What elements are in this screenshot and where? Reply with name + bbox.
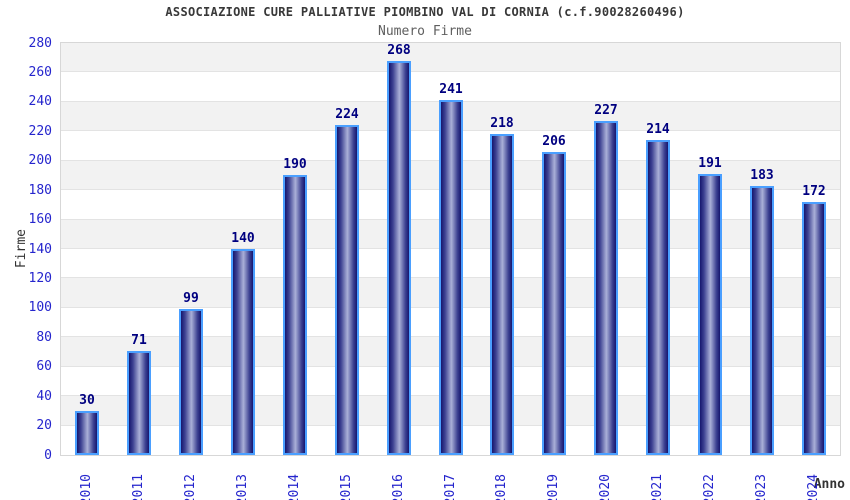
bar <box>542 152 566 455</box>
x-tick-label: 2021 <box>650 474 665 500</box>
x-tick-label: 2023 <box>754 474 769 500</box>
y-tick-label: 60 <box>36 359 52 374</box>
y-tick-label: 180 <box>28 183 52 198</box>
bar-value-label: 99 <box>183 291 199 306</box>
y-tick-label: 0 <box>44 448 52 463</box>
y-tick-label: 200 <box>28 153 52 168</box>
grid-band <box>61 72 840 102</box>
x-axis-title: Anno <box>813 477 845 492</box>
bar <box>594 121 618 455</box>
y-tick-label: 40 <box>36 389 52 404</box>
bar <box>283 175 307 455</box>
bar-value-label: 218 <box>490 116 514 131</box>
bar-value-label: 183 <box>750 168 774 183</box>
y-tick-label: 120 <box>28 271 52 286</box>
bar-value-label: 140 <box>231 231 255 246</box>
bar-value-label: 71 <box>131 333 147 348</box>
x-tick-label: 2017 <box>443 474 458 500</box>
chart-subtitle: Numero Firme <box>378 24 472 39</box>
bar-value-label: 190 <box>283 157 307 172</box>
x-tick-label: 2024 <box>806 474 821 500</box>
x-tick-label: 2014 <box>287 474 302 500</box>
x-tick-label: 2012 <box>183 474 198 500</box>
x-tick-label: 2022 <box>702 474 717 500</box>
x-tick-label: 2011 <box>131 474 146 500</box>
bar <box>439 100 463 455</box>
bar <box>698 174 722 455</box>
bar-value-label: 227 <box>594 103 618 118</box>
bar-value-label: 241 <box>439 82 463 97</box>
bar <box>646 140 670 455</box>
x-tick-label: 2020 <box>598 474 613 500</box>
x-tick-label: 2016 <box>391 474 406 500</box>
plot-area: 30 71 99 140 190 224 268 241 218 206 227 214 191 183 1… <box>60 42 841 456</box>
x-tick-label: 2019 <box>546 474 561 500</box>
bar <box>802 202 826 455</box>
grid-band <box>61 43 840 73</box>
x-tick-label: 2010 <box>79 474 94 500</box>
x-tick-label: 2018 <box>494 474 509 500</box>
bar <box>750 186 774 455</box>
y-tick-label: 100 <box>28 300 52 315</box>
bar-value-label: 214 <box>646 122 670 137</box>
x-tick-label: 2013 <box>235 474 250 500</box>
chart-title: ASSOCIAZIONE CURE PALLIATIVE PIOMBINO VA… <box>165 5 685 19</box>
bar <box>387 61 411 455</box>
y-tick-label: 280 <box>28 36 52 51</box>
y-tick-label: 80 <box>36 330 52 345</box>
x-tick-label: 2015 <box>339 474 354 500</box>
y-tick-label: 160 <box>28 212 52 227</box>
bar <box>335 125 359 455</box>
bar-value-label: 30 <box>79 393 95 408</box>
bar-value-label: 191 <box>698 156 722 171</box>
gridline <box>61 71 840 72</box>
y-tick-label: 140 <box>28 242 52 257</box>
bar <box>127 351 151 455</box>
bar <box>490 134 514 455</box>
bar <box>179 309 203 455</box>
bar-value-label: 268 <box>387 43 411 58</box>
bar-value-label: 172 <box>802 184 826 199</box>
bar-value-label: 224 <box>335 107 359 122</box>
y-tick-label: 220 <box>28 124 52 139</box>
y-tick-label: 240 <box>28 94 52 109</box>
bar <box>75 411 99 455</box>
y-tick-label: 260 <box>28 65 52 80</box>
y-tick-label: 20 <box>36 418 52 433</box>
bar <box>231 249 255 455</box>
bar-value-label: 206 <box>542 134 566 149</box>
